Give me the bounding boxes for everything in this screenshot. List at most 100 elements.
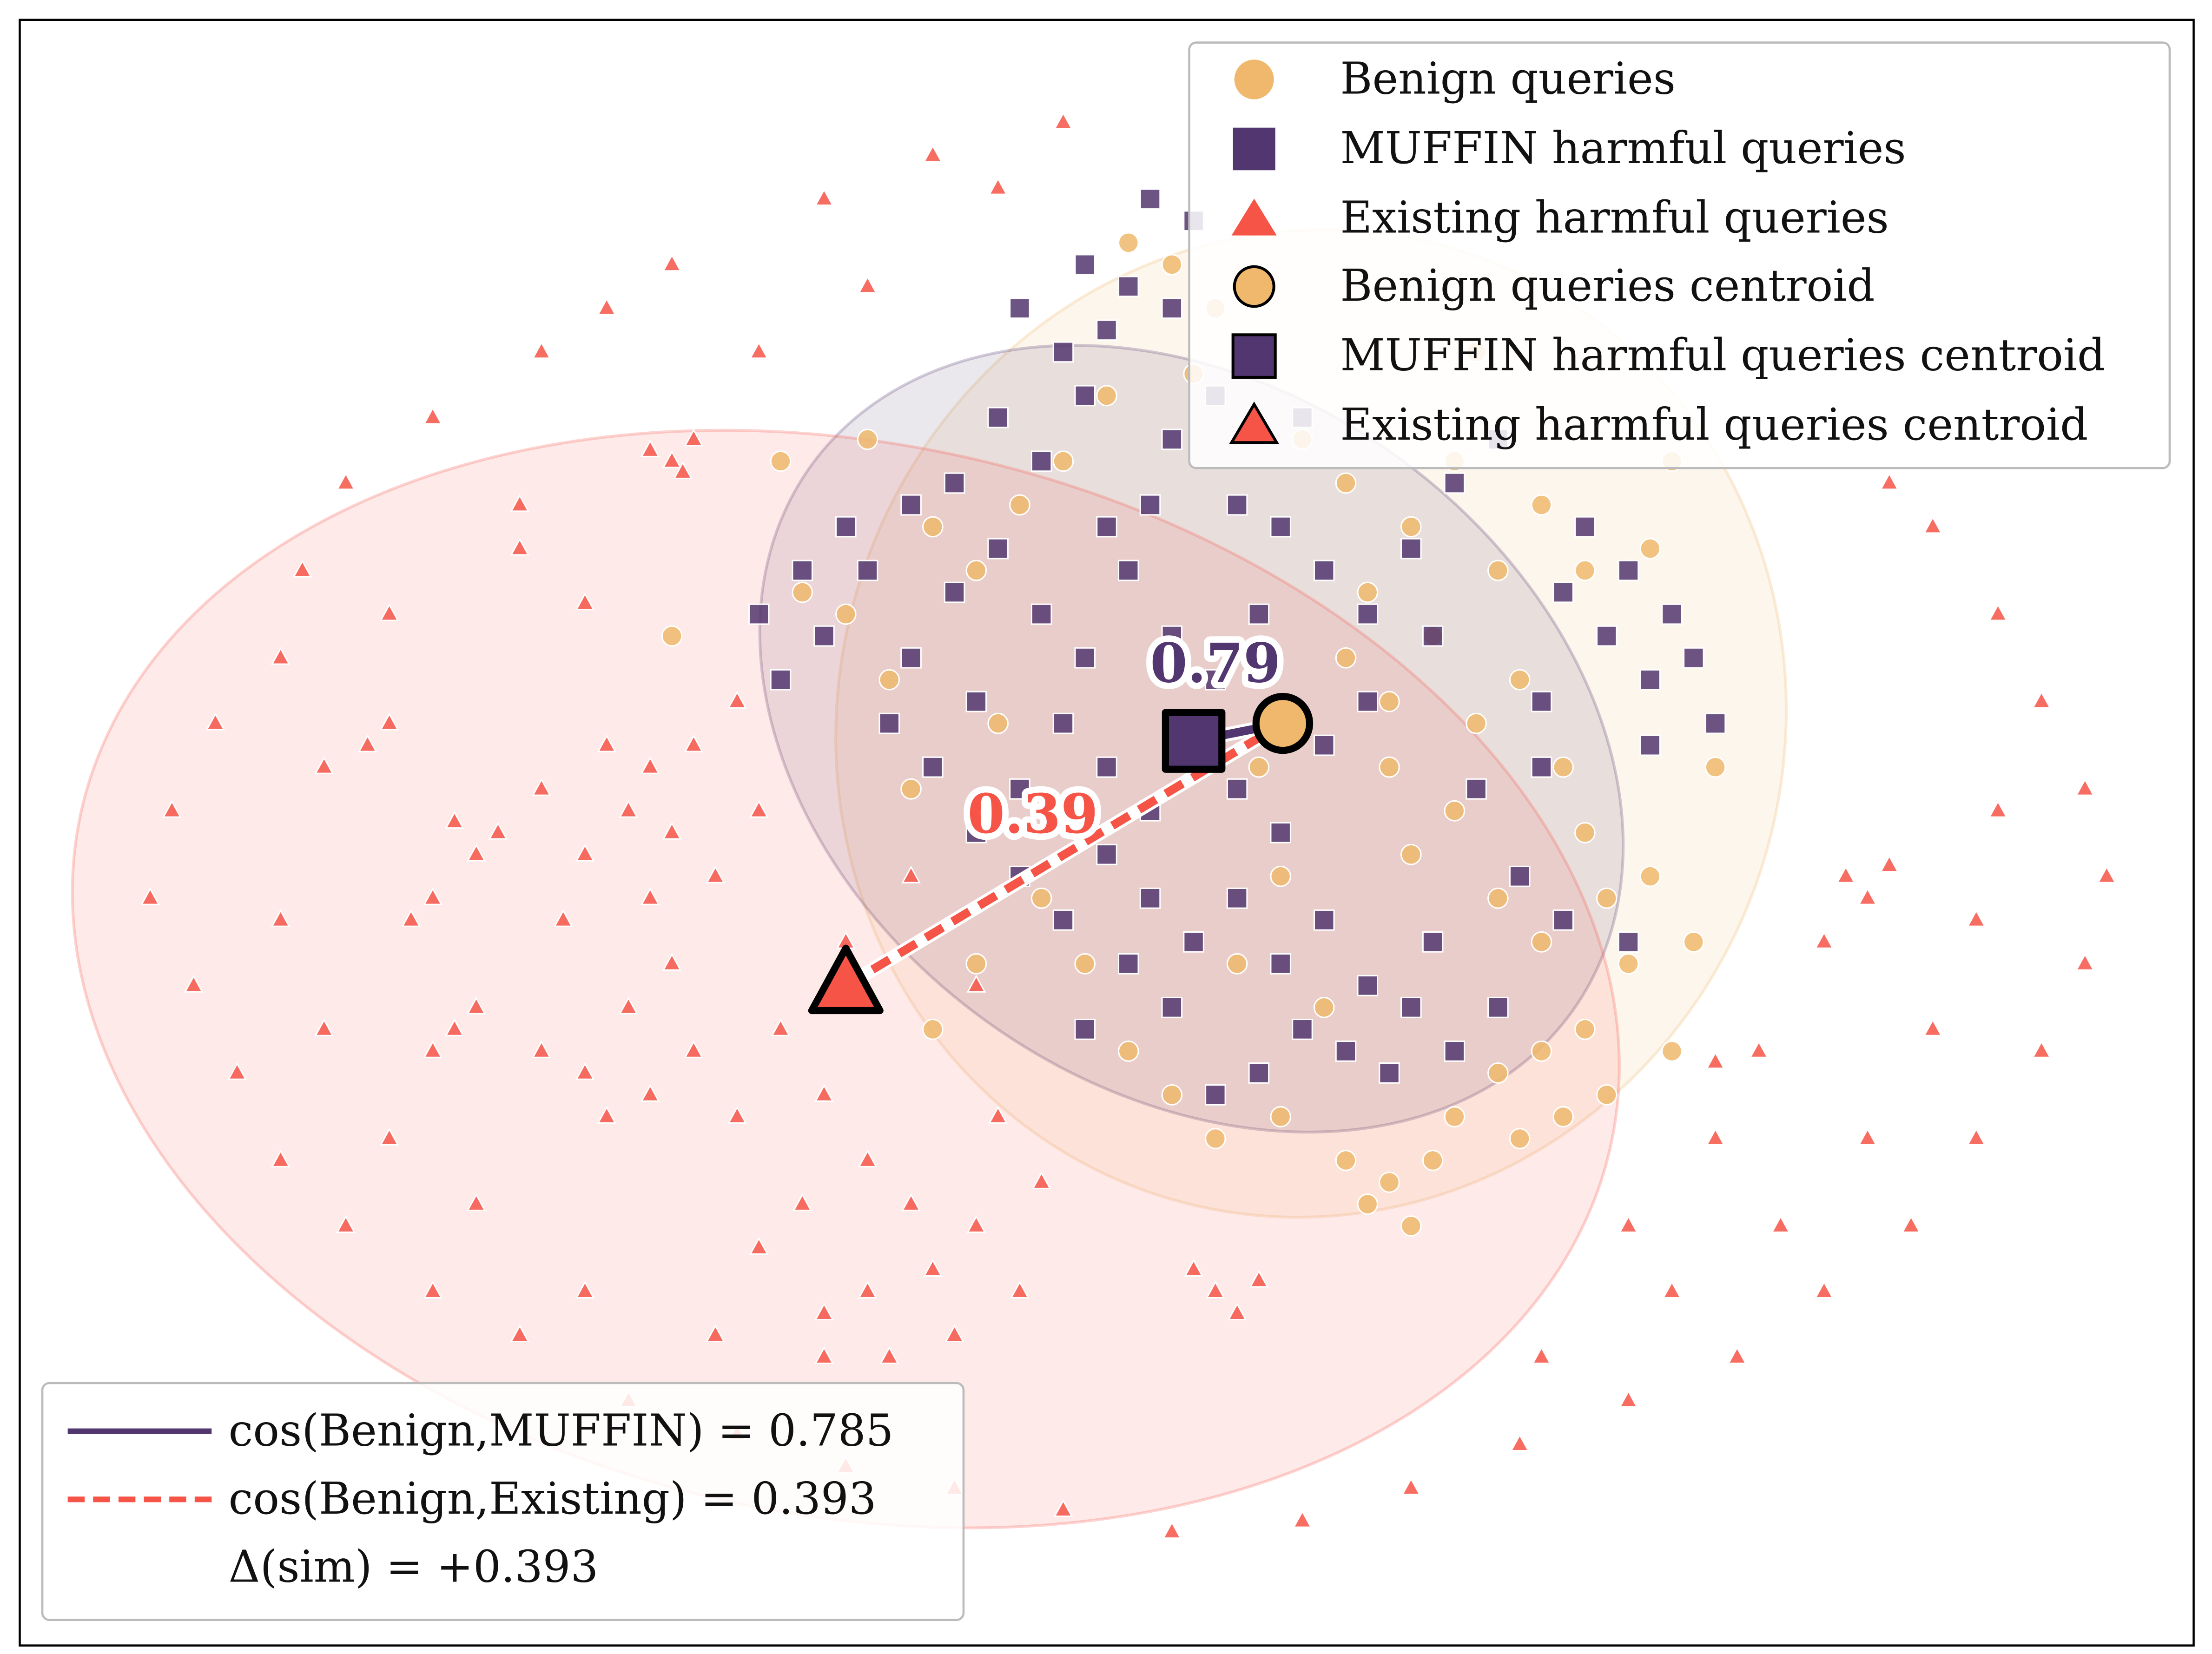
data-point bbox=[1487, 560, 1509, 581]
data-point bbox=[900, 647, 922, 669]
data-point bbox=[1662, 1280, 1682, 1298]
data-point bbox=[1770, 1215, 1790, 1233]
data-point bbox=[1270, 516, 1291, 538]
legend: Benign queries MUFFIN harmful queries Ex… bbox=[1188, 41, 2171, 469]
data-point bbox=[1379, 691, 1400, 712]
data-point bbox=[640, 756, 660, 774]
data-point bbox=[814, 188, 834, 206]
legend-marker-muffin-centroid bbox=[1231, 333, 1277, 379]
data-point bbox=[1118, 232, 1139, 254]
data-point bbox=[1161, 1084, 1183, 1106]
data-point bbox=[1226, 494, 1248, 516]
centroid-square bbox=[1162, 709, 1226, 773]
data-point bbox=[1574, 1018, 1596, 1040]
data-point bbox=[1118, 560, 1139, 581]
data-point bbox=[1030, 603, 1052, 625]
data-point bbox=[140, 887, 160, 905]
data-point bbox=[1422, 1150, 1444, 1171]
data-point bbox=[466, 1193, 486, 1211]
data-point bbox=[1052, 909, 1074, 931]
data-point bbox=[1509, 669, 1531, 691]
data-point bbox=[510, 1324, 530, 1343]
legend-label-benign-centroid: Benign queries centroid bbox=[1340, 260, 1875, 311]
data-point bbox=[1422, 625, 1444, 647]
data-point bbox=[1270, 953, 1291, 975]
data-point bbox=[1400, 996, 1422, 1018]
data-point bbox=[357, 734, 377, 752]
data-point bbox=[662, 253, 682, 272]
data-point bbox=[1205, 1128, 1226, 1149]
data-point bbox=[900, 778, 922, 800]
data-point bbox=[575, 1280, 595, 1298]
data-point bbox=[640, 887, 660, 905]
legend-box bbox=[1188, 41, 2171, 469]
data-point bbox=[1879, 472, 1899, 490]
data-point bbox=[966, 1215, 986, 1233]
data-point bbox=[1184, 1259, 1204, 1277]
data-point bbox=[227, 1062, 247, 1080]
legend-marker-muffin bbox=[1233, 127, 1275, 171]
data-point bbox=[684, 428, 704, 447]
legend-label-muffin-centroid: MUFFIN harmful queries centroid bbox=[1340, 329, 2105, 381]
data-point bbox=[1683, 647, 1704, 669]
data-point bbox=[770, 669, 792, 691]
data-point bbox=[901, 1193, 921, 1211]
data-point bbox=[1422, 931, 1444, 953]
data-point bbox=[1988, 800, 2008, 818]
data-point bbox=[1139, 188, 1161, 210]
data-point bbox=[922, 1018, 944, 1040]
legend-label-cos-muffin: cos(Benign,MUFFIN) = 0.785 bbox=[229, 1405, 894, 1456]
legend-marker-existing bbox=[1231, 198, 1277, 236]
data-point bbox=[1379, 1172, 1400, 1193]
data-point bbox=[1988, 603, 2008, 621]
data-point bbox=[727, 691, 747, 709]
data-point bbox=[1836, 865, 1856, 883]
data-point bbox=[336, 1215, 356, 1233]
data-point bbox=[1248, 756, 1270, 778]
data-point bbox=[1226, 887, 1248, 909]
data-point bbox=[944, 472, 965, 494]
data-point bbox=[878, 669, 900, 691]
data-point bbox=[673, 461, 693, 479]
data-point bbox=[2097, 865, 2117, 883]
data-point bbox=[1030, 450, 1052, 472]
data-point bbox=[1749, 1040, 1769, 1058]
data-point bbox=[1923, 516, 1943, 534]
data-point bbox=[1161, 428, 1183, 450]
data-point bbox=[1639, 865, 1661, 887]
data-point bbox=[900, 494, 922, 516]
data-point bbox=[749, 800, 769, 818]
data-point bbox=[901, 865, 921, 883]
data-point bbox=[1487, 887, 1509, 909]
data-point bbox=[1531, 756, 1552, 778]
data-point bbox=[1704, 756, 1726, 778]
data-point bbox=[619, 996, 638, 1015]
data-point bbox=[1400, 843, 1422, 865]
legend-label-cos-existing: cos(Benign,Existing) = 0.393 bbox=[229, 1473, 877, 1524]
data-point bbox=[1248, 603, 1270, 625]
data-point bbox=[835, 603, 857, 625]
data-point bbox=[423, 887, 443, 905]
data-point bbox=[1031, 1171, 1051, 1189]
data-point bbox=[1379, 756, 1400, 778]
data-point bbox=[1400, 538, 1422, 560]
data-point bbox=[2032, 1040, 2052, 1058]
data-point bbox=[965, 953, 987, 975]
scatter-points bbox=[140, 112, 2117, 1539]
data-point bbox=[575, 843, 595, 862]
data-point bbox=[444, 1018, 464, 1036]
data-point bbox=[770, 450, 792, 472]
data-point bbox=[1118, 1040, 1139, 1062]
data-point bbox=[1161, 297, 1183, 319]
data-point bbox=[684, 1040, 704, 1058]
data-point bbox=[2075, 778, 2095, 796]
data-point bbox=[1400, 516, 1422, 538]
data-point bbox=[162, 800, 182, 818]
legend-marker-benign bbox=[1234, 59, 1274, 99]
data-point bbox=[1053, 112, 1073, 130]
data-point bbox=[1639, 538, 1661, 560]
data-point bbox=[1096, 385, 1117, 407]
data-point bbox=[965, 560, 987, 581]
data-point bbox=[944, 581, 965, 603]
series-triangle bbox=[140, 112, 2117, 1539]
